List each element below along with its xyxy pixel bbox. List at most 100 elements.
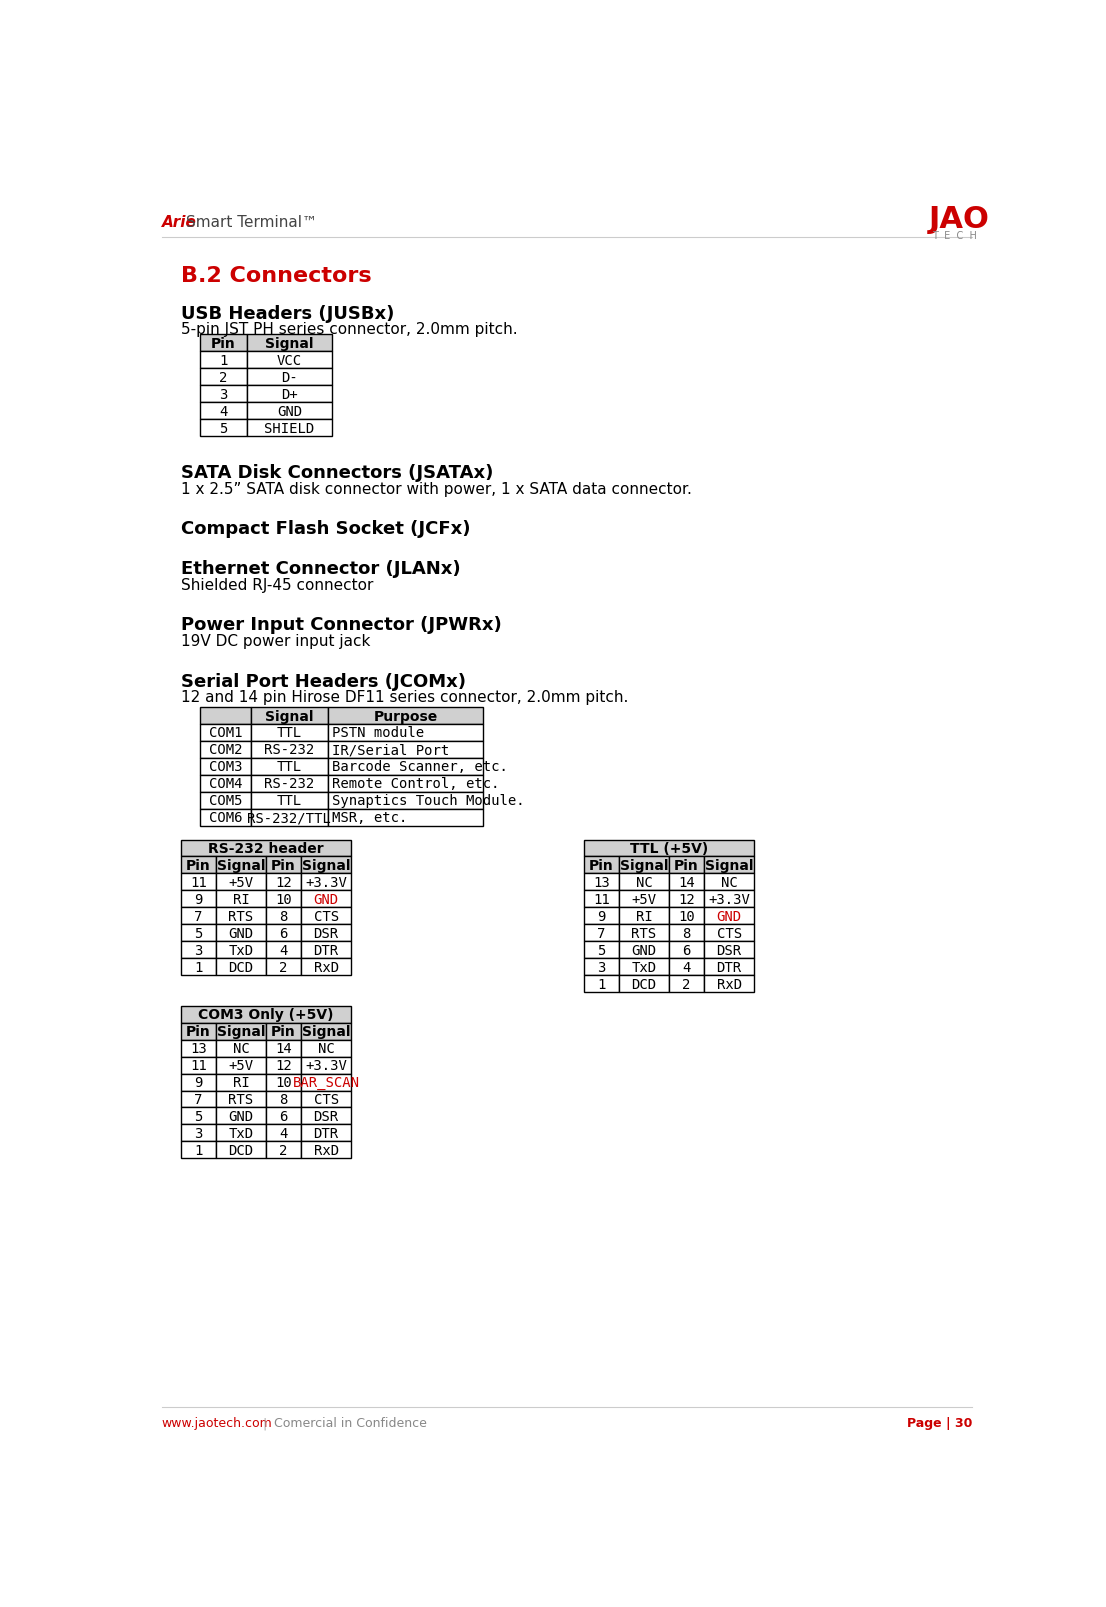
Text: COM5: COM5	[209, 794, 242, 808]
Bar	[705, 975, 754, 993]
Text: www.jaotech.com: www.jaotech.com	[161, 1416, 272, 1429]
Text: GND: GND	[228, 1109, 253, 1123]
Bar	[267, 1073, 301, 1091]
Bar	[267, 942, 301, 958]
Bar	[669, 890, 705, 908]
Bar	[216, 890, 267, 908]
Text: Signal: Signal	[705, 858, 753, 873]
Text: 8: 8	[682, 926, 691, 940]
Text: 8: 8	[280, 910, 288, 922]
Text: Pin: Pin	[675, 858, 699, 873]
Bar	[200, 386, 247, 403]
Bar	[669, 908, 705, 924]
Bar	[669, 975, 705, 993]
Text: Compact Flash Socket (JCFx): Compact Flash Socket (JCFx)	[181, 521, 470, 538]
Text: 3: 3	[597, 959, 605, 974]
Text: 6: 6	[280, 1109, 288, 1123]
Bar	[181, 1006, 352, 1024]
Text: 7: 7	[597, 926, 605, 940]
Bar	[181, 958, 216, 975]
Text: T  E  C  H: T E C H	[932, 231, 977, 241]
Text: Pin: Pin	[211, 337, 236, 350]
Text: RxD: RxD	[314, 959, 338, 974]
Bar	[584, 890, 618, 908]
Bar	[247, 386, 332, 403]
Bar	[200, 792, 251, 810]
Text: 7: 7	[195, 910, 202, 922]
Bar	[267, 1107, 301, 1125]
Bar	[328, 707, 483, 725]
Text: NC: NC	[232, 1041, 249, 1056]
Text: PSTN module: PSTN module	[332, 726, 424, 741]
Text: RI: RI	[232, 1075, 249, 1090]
Bar	[618, 924, 669, 942]
Text: TxD: TxD	[228, 943, 253, 958]
Bar	[216, 908, 267, 924]
Text: +3.3V: +3.3V	[305, 1059, 347, 1072]
Bar	[267, 958, 301, 975]
Text: Signal: Signal	[217, 1025, 265, 1038]
Bar	[200, 810, 251, 826]
Text: 5-pin JST PH series connector, 2.0mm pitch.: 5-pin JST PH series connector, 2.0mm pit…	[181, 321, 518, 337]
Text: COM3: COM3	[209, 760, 242, 775]
Bar	[669, 942, 705, 958]
Bar	[584, 924, 618, 942]
Bar	[247, 352, 332, 370]
Text: GND: GND	[276, 405, 302, 418]
Bar	[181, 1040, 216, 1057]
Bar	[301, 958, 352, 975]
Text: COM1: COM1	[209, 726, 242, 741]
Bar	[181, 1073, 216, 1091]
Text: Synaptics Touch Module.: Synaptics Touch Module.	[332, 794, 524, 808]
Bar	[618, 958, 669, 975]
Bar	[216, 1091, 267, 1107]
Text: Signal: Signal	[217, 858, 265, 873]
Bar	[618, 908, 669, 924]
Text: +5V: +5V	[228, 876, 253, 889]
Bar	[216, 924, 267, 942]
Bar	[216, 1040, 267, 1057]
Text: TTL: TTL	[276, 760, 302, 775]
Bar	[181, 890, 216, 908]
Bar	[181, 908, 216, 924]
Bar	[267, 908, 301, 924]
Bar	[301, 1125, 352, 1141]
Bar	[181, 1125, 216, 1141]
Bar	[251, 725, 328, 741]
Text: TTL (+5V): TTL (+5V)	[630, 842, 708, 855]
Text: CTS: CTS	[314, 910, 338, 922]
Text: RS-232: RS-232	[264, 776, 314, 791]
Bar	[216, 1125, 267, 1141]
Bar	[200, 725, 251, 741]
Bar	[301, 857, 352, 874]
Text: COM4: COM4	[209, 776, 242, 791]
Text: TxD: TxD	[632, 959, 657, 974]
Bar	[181, 1107, 216, 1125]
Text: RTS: RTS	[632, 926, 657, 940]
Text: GND: GND	[314, 892, 338, 906]
Text: Signal: Signal	[619, 858, 668, 873]
Text: 11: 11	[190, 1059, 207, 1072]
Text: +5V: +5V	[632, 892, 657, 906]
Bar	[705, 908, 754, 924]
Text: CTS: CTS	[717, 926, 742, 940]
Bar	[216, 1141, 267, 1159]
Bar	[328, 725, 483, 741]
Text: 1: 1	[195, 959, 202, 974]
Text: DSR: DSR	[314, 1109, 338, 1123]
Bar	[181, 840, 352, 857]
Bar	[328, 759, 483, 775]
Text: Signal: Signal	[302, 1025, 351, 1038]
Text: GND: GND	[228, 926, 253, 940]
Bar	[181, 1057, 216, 1073]
Bar	[181, 874, 216, 890]
Text: Ethernet Connector (JLANx): Ethernet Connector (JLANx)	[181, 559, 460, 579]
Bar	[251, 759, 328, 775]
Bar	[584, 958, 618, 975]
Bar	[216, 1107, 267, 1125]
Bar	[247, 370, 332, 386]
Bar	[200, 741, 251, 759]
Text: 2: 2	[280, 1143, 288, 1157]
Text: 12: 12	[678, 892, 695, 906]
Bar	[251, 775, 328, 792]
